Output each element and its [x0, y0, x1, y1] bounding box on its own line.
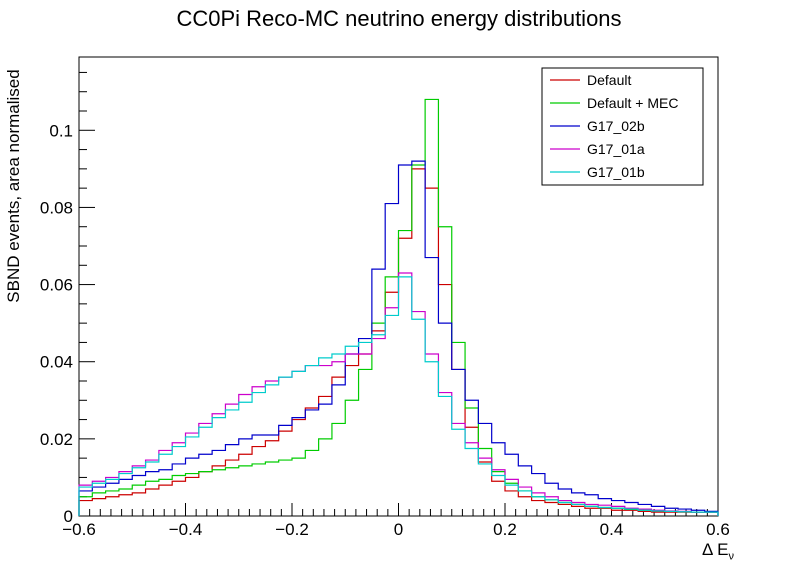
- legend-entry: G17_02b: [587, 118, 645, 134]
- x-tick-label: 0.6: [706, 520, 730, 539]
- y-tick-label: 0.1: [49, 121, 73, 140]
- series-line-g17-02b: [78, 160, 719, 516]
- y-tick-label: 0: [64, 507, 73, 526]
- legend-entry: Default + MEC: [587, 95, 678, 111]
- x-tick-label: −0.6: [62, 520, 96, 539]
- x-tick-label: 0: [394, 520, 403, 539]
- series-line-g17-01a: [78, 272, 719, 516]
- x-axis-label: Δ Eν: [702, 540, 734, 562]
- x-tick-label: −0.4: [169, 520, 203, 539]
- y-tick-label: 0.08: [40, 198, 73, 217]
- chart-title: CC0Pi Reco-MC neutrino energy distributi…: [176, 6, 622, 31]
- y-tick-label: 0.06: [40, 276, 73, 295]
- y-tick-label: 0.04: [40, 353, 73, 372]
- legend-entry: G17_01b: [587, 164, 645, 180]
- x-tick-label: 0.2: [493, 520, 517, 539]
- x-axis-label-subscript: ν: [728, 550, 735, 563]
- x-tick-label: 0.4: [600, 520, 624, 539]
- x-tick-label: −0.2: [275, 520, 309, 539]
- legend-entry: Default: [587, 72, 631, 88]
- y-tick-label: 0.02: [40, 430, 73, 449]
- x-axis-label-main: Δ E: [702, 540, 729, 559]
- series-line-g17-01b: [78, 276, 719, 516]
- series-line-default: [78, 168, 719, 516]
- legend-entry: G17_01a: [587, 141, 645, 157]
